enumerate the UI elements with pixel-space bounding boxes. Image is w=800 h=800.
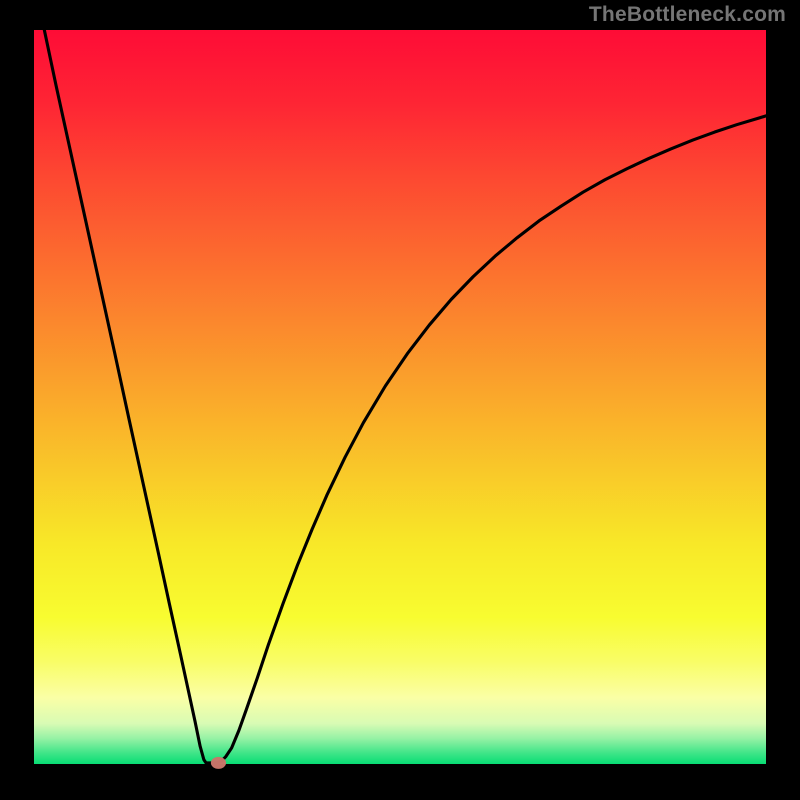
- optimal-point-marker: [211, 757, 226, 769]
- plot-background-gradient: [34, 30, 766, 764]
- watermark-text: TheBottleneck.com: [589, 3, 786, 27]
- chart-container: TheBottleneck.com: [0, 0, 800, 800]
- plot-svg: [0, 0, 800, 800]
